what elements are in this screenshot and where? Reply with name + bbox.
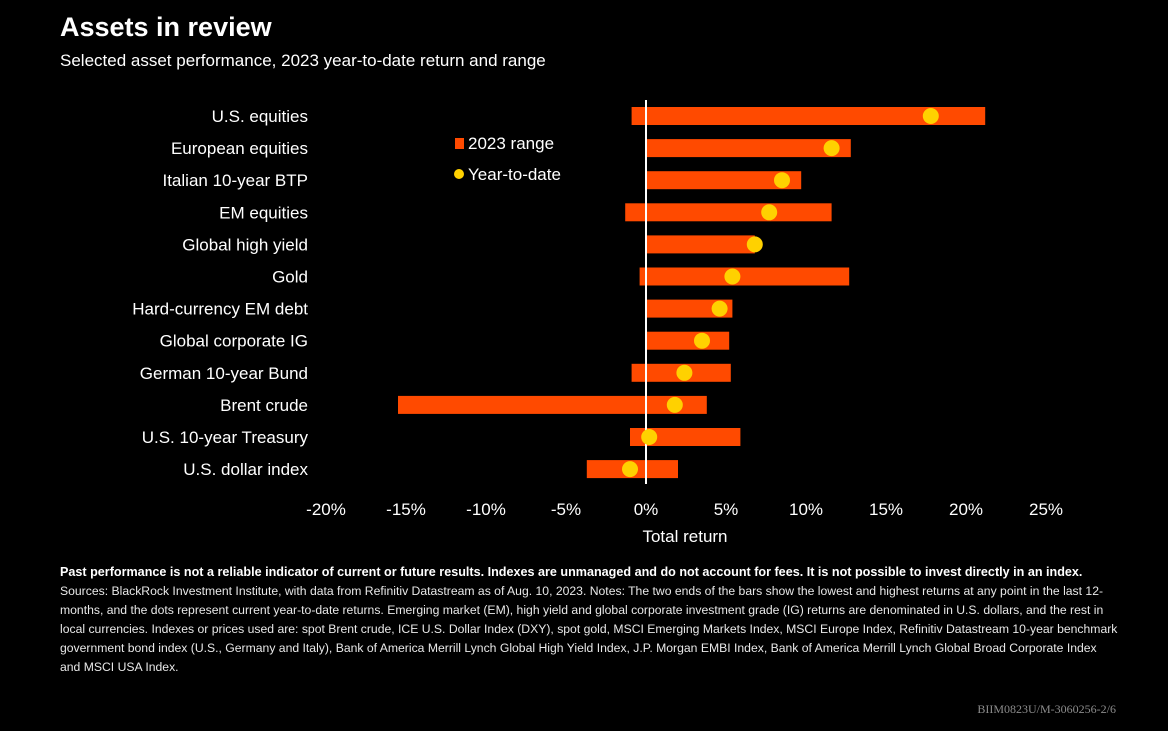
- x-tick-label: -15%: [386, 500, 426, 519]
- ytd-dot: [622, 461, 638, 478]
- range-bar: [646, 331, 730, 350]
- x-tick-label: 0%: [634, 500, 659, 519]
- range-bar: [625, 203, 832, 222]
- x-axis-label: Total return: [642, 527, 727, 546]
- ytd-dot: [922, 108, 939, 124]
- category-label: Brent crude: [220, 396, 308, 415]
- chart-subtitle: Selected asset performance, 2023 year-to…: [60, 51, 546, 70]
- category-label: Hard-currency EM debt: [132, 300, 308, 319]
- legend-ytd-label: Year-to-date: [468, 165, 561, 184]
- x-tick-label: 20%: [949, 500, 983, 519]
- category-label: Gold: [272, 268, 308, 287]
- range-bar: [631, 107, 986, 125]
- category-label: Italian 10-year BTP: [162, 171, 308, 190]
- category-label: European equities: [171, 139, 308, 158]
- document-code: BIIM0823U/M-3060256-2/6: [977, 702, 1116, 716]
- legend-range-swatch: [455, 138, 464, 149]
- disclaimer-text: Past performance is not a reliable indic…: [60, 565, 1083, 579]
- ytd-dot: [823, 140, 840, 157]
- range-bar: [646, 171, 802, 190]
- ytd-dot: [746, 236, 763, 253]
- category-label: U.S. 10-year Treasury: [142, 428, 309, 447]
- legend-ytd-dot: [454, 169, 464, 179]
- category-label: Global corporate IG: [160, 332, 308, 351]
- range-bar: [646, 235, 755, 254]
- x-tick-label: 10%: [789, 500, 823, 519]
- ytd-dots: [622, 108, 939, 478]
- x-tick-label: 5%: [714, 500, 739, 519]
- range-bar: [646, 299, 733, 318]
- x-tick-label: 25%: [1029, 500, 1063, 519]
- x-tick-label: 15%: [869, 500, 903, 519]
- x-tick-label: -5%: [551, 500, 581, 519]
- category-labels: U.S. equities European equities Italian 10…: [132, 107, 308, 479]
- ytd-dot: [666, 396, 683, 413]
- footnotes: Past performance is not a reliable indic…: [60, 563, 1120, 677]
- x-tick-label: -10%: [466, 500, 506, 519]
- range-bar: [630, 428, 741, 446]
- x-tick-labels: -20% -15% -10% -5% 0% 5% 10% 15% 20% 25%: [306, 500, 1063, 519]
- category-label: Global high yield: [182, 235, 308, 254]
- sources-text: Sources: BlackRock Investment Institute,…: [60, 584, 1118, 674]
- ytd-dot: [711, 300, 728, 317]
- ytd-dot: [676, 364, 693, 381]
- category-label: German 10-year Bund: [140, 364, 308, 383]
- category-label: U.S. dollar index: [183, 460, 308, 479]
- range-bar: [398, 395, 707, 414]
- ytd-dot: [774, 172, 790, 189]
- range-chart: U.S. equities European equities Italian 10…: [132, 100, 1063, 546]
- ytd-dot: [724, 268, 741, 285]
- range-bar: [646, 139, 851, 158]
- x-tick-label: -20%: [306, 500, 346, 519]
- ytd-dot: [641, 429, 658, 445]
- category-label: EM equities: [219, 203, 308, 222]
- ytd-dot: [761, 204, 778, 221]
- category-label: U.S. equities: [212, 107, 308, 126]
- range-bars: [398, 107, 986, 479]
- ytd-dot: [694, 332, 710, 349]
- legend-range-label: 2023 range: [468, 134, 554, 153]
- chart-title: Assets in review: [60, 12, 272, 42]
- range-bar: [639, 267, 850, 286]
- legend: 2023 range Year-to-date: [454, 134, 561, 184]
